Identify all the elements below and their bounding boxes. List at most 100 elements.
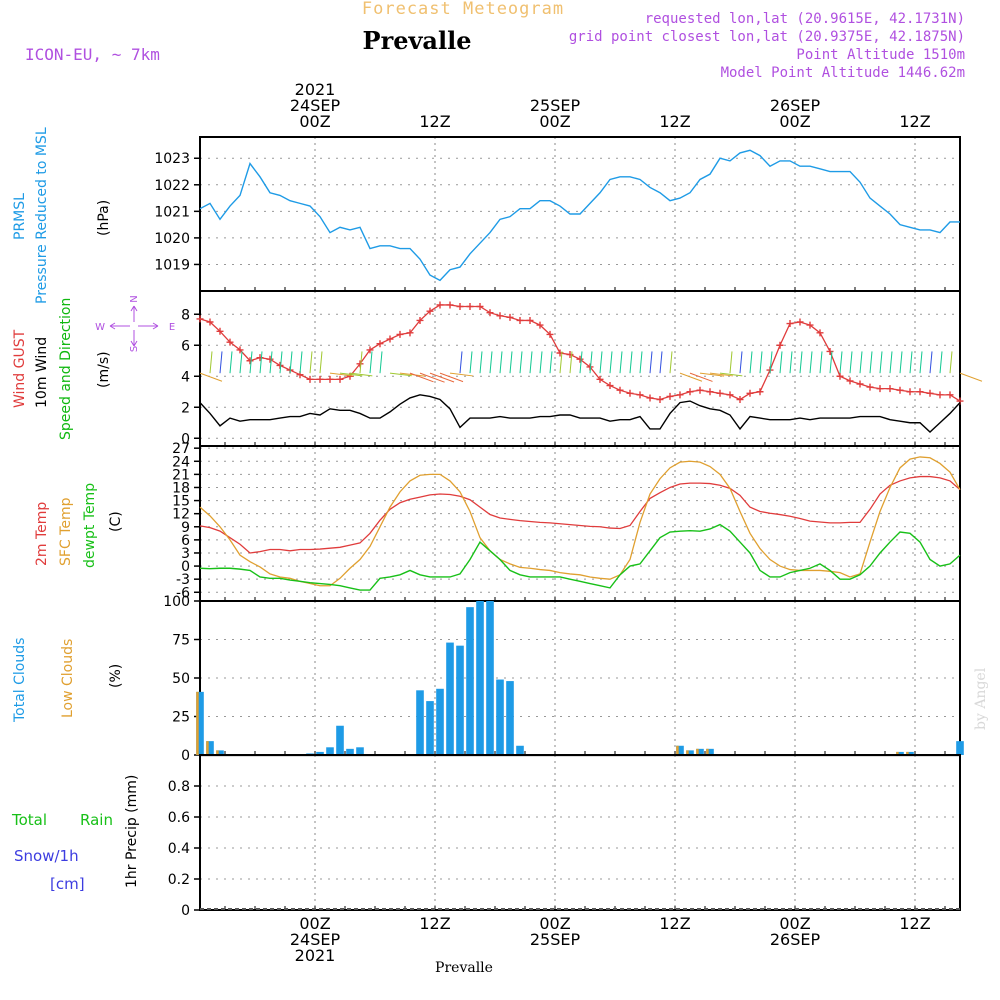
y-tick-label: 1022 [154, 178, 190, 194]
gust-marker [756, 388, 764, 396]
y-tick-label: 0.6 [168, 810, 190, 826]
wind-arrow [589, 351, 593, 374]
wind-arrow [829, 351, 833, 374]
top-time-label: 00Z [299, 112, 330, 131]
wind-arrow [439, 372, 464, 383]
wind-arrow [669, 351, 673, 374]
gust-marker [776, 341, 784, 349]
bottom-time-label: 00Z [539, 914, 570, 933]
gust-marker [636, 391, 644, 399]
bottom-time-label: 00Z [779, 914, 810, 933]
wind-arrow [659, 351, 663, 374]
total-cloud-bar [496, 679, 504, 755]
total-cloud-bar [416, 690, 424, 755]
low-cloud-bar [206, 741, 209, 755]
bottom-time-label: 12Z [659, 914, 690, 933]
wind-arrow [469, 351, 473, 374]
clouds-panel: 0 25 50 75 100 [163, 594, 964, 764]
wind-arrow [479, 351, 483, 374]
y-tick-label: 9 [181, 520, 190, 536]
gust-marker [656, 396, 664, 403]
y-tick-label: 6 [181, 338, 190, 354]
gust-marker [576, 355, 584, 363]
gust-marker [236, 346, 244, 354]
y-tick-label: 0.4 [168, 841, 190, 857]
wind-arrow [779, 351, 783, 374]
wind-arrow [379, 351, 383, 374]
gust-marker [396, 330, 404, 338]
precip-axis-label: 1hr Precip (mm) [124, 775, 140, 888]
total-cloud-bar [896, 751, 904, 755]
y-tick-label: 0 [181, 903, 190, 919]
gust-marker [606, 382, 614, 390]
y-tick-label: 100 [163, 594, 190, 610]
low-cloud-bar [676, 745, 679, 755]
bottom-time-label: 12Z [899, 914, 930, 933]
gust-marker [616, 386, 624, 394]
temperature-frame [199, 445, 961, 602]
wind-arrow [639, 351, 643, 374]
wind-direction-arrows [199, 351, 983, 383]
low-cloud-bar [706, 748, 709, 755]
total-cloud-bar [346, 748, 354, 755]
pressure-line [199, 149, 960, 282]
gust-marker [416, 316, 424, 324]
wind-arrow [299, 351, 303, 374]
wind-gust-label: Wind GUST [12, 329, 28, 408]
gust-marker [626, 389, 634, 397]
y-tick-label: 15 [172, 494, 190, 510]
point-altitude: Point Altitude 1510m [796, 47, 965, 63]
compass-s: S [129, 346, 140, 352]
wind-arrow [929, 351, 933, 374]
temp-dew-label: dewpt Temp [82, 483, 98, 568]
wind-arrow [789, 351, 793, 374]
meteogram-subtitle: Forecast Meteogram [362, 0, 564, 19]
gust-marker [696, 386, 704, 394]
wind-arrow [739, 351, 743, 374]
gust-marker [226, 338, 234, 346]
y-tick-label: 1020 [154, 231, 190, 247]
wind-arrow [399, 372, 425, 377]
temp-sfc-line [199, 456, 961, 587]
temp-unit: (C) [108, 511, 124, 532]
total-cloud-bar [476, 601, 484, 755]
y-tick-label: 0 [181, 431, 190, 447]
wind-dir-label: Speed and Direction [58, 298, 74, 440]
y-tick-label: 8 [181, 307, 190, 323]
gust-marker [806, 321, 814, 329]
gust-marker [476, 303, 484, 310]
y-tick-label: 0 [181, 748, 190, 764]
wind-arrow [599, 351, 603, 374]
low-clouds-label: Low Clouds [60, 639, 76, 718]
gust-marker [546, 330, 554, 338]
gust-marker [356, 360, 364, 368]
y-tick-label: 1023 [154, 151, 190, 167]
wind-arrow [699, 372, 725, 377]
temp-sfc-label: SFC Temp [58, 497, 74, 566]
gust-marker [196, 315, 204, 323]
wind-arrow [859, 351, 863, 374]
y-tick-label: 2 [181, 400, 190, 416]
wind-arrow [459, 351, 463, 374]
y-tick-label: 75 [172, 633, 190, 649]
wind-arrow [519, 351, 523, 374]
y-tick-label: 50 [172, 671, 190, 687]
gust-marker [316, 375, 324, 383]
gust-marker [876, 385, 884, 393]
credit-watermark: by Angel [973, 667, 989, 730]
precip-frame [199, 754, 961, 911]
gust-marker [716, 389, 724, 397]
top-time-label: 12Z [659, 112, 690, 131]
wind-arrow [499, 351, 503, 374]
top-time-label: 24SEP [290, 96, 341, 115]
wind-arrow [619, 351, 623, 374]
compass-w: W [95, 322, 105, 333]
bottom-time-label: 25SEP [530, 930, 581, 949]
gust-marker [246, 357, 254, 365]
total-cloud-bar [426, 701, 434, 755]
wind-arrow [889, 351, 893, 374]
precip-panel-labels: Total Rain Snow/1h [cm] 1hr Precip (mm) [11, 775, 140, 893]
wind-10m-label: 10m Wind [34, 337, 50, 408]
gust-marker [366, 346, 374, 354]
